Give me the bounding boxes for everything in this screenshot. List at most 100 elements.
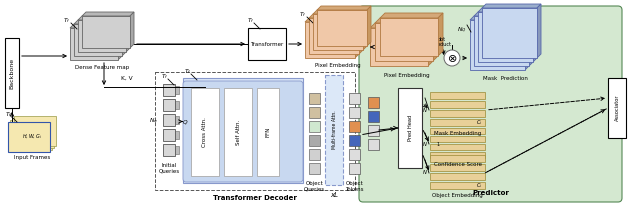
Text: 1: 1 <box>436 141 440 146</box>
Bar <box>163 84 175 96</box>
Polygon shape <box>355 18 359 58</box>
Polygon shape <box>470 16 529 20</box>
Text: Pred Head: Pred Head <box>408 115 413 141</box>
Bar <box>8 122 50 152</box>
Bar <box>70 28 118 60</box>
Text: $H/4,W/4,C_g$: $H/4,W/4,C_g$ <box>324 36 352 45</box>
Polygon shape <box>363 10 367 50</box>
Text: Input Frames: Input Frames <box>14 156 50 161</box>
Bar <box>430 152 485 158</box>
Text: N: N <box>423 108 427 113</box>
Text: $T_f$: $T_f$ <box>247 17 255 25</box>
Polygon shape <box>367 6 371 46</box>
Text: Object Embedding: Object Embedding <box>432 193 483 198</box>
Text: Object
Tokens: Object Tokens <box>345 181 364 192</box>
Polygon shape <box>74 20 126 24</box>
Polygon shape <box>305 18 359 22</box>
Text: Object
Queries: Object Queries <box>304 181 325 192</box>
Bar <box>349 135 360 146</box>
Bar <box>370 28 428 66</box>
Bar <box>309 107 320 118</box>
Bar <box>430 128 485 134</box>
Bar <box>175 101 179 109</box>
Bar <box>368 97 379 108</box>
Bar <box>430 173 485 180</box>
Bar <box>380 18 438 56</box>
Text: $H/S,W/S,G_F$: $H/S,W/S,G_F$ <box>88 40 116 48</box>
Polygon shape <box>525 16 529 70</box>
Text: $C_i$: $C_i$ <box>476 118 482 127</box>
Text: Transformer: Transformer <box>250 42 284 47</box>
Text: $T_f$: $T_f$ <box>161 73 169 82</box>
Bar <box>375 23 433 61</box>
Bar <box>478 12 533 62</box>
Bar <box>305 22 355 58</box>
Text: Self Attn.: Self Attn. <box>236 119 241 145</box>
Polygon shape <box>438 13 443 56</box>
Polygon shape <box>359 14 363 54</box>
Text: $T_f$: $T_f$ <box>5 110 13 119</box>
Text: Confidence Score: Confidence Score <box>433 162 481 167</box>
Bar <box>430 144 485 150</box>
Polygon shape <box>537 4 541 58</box>
Bar <box>430 119 485 126</box>
FancyBboxPatch shape <box>359 6 622 202</box>
Bar <box>309 93 320 104</box>
Text: Mask  Prediction: Mask Prediction <box>483 77 528 82</box>
Polygon shape <box>78 16 130 20</box>
Bar <box>183 78 303 183</box>
Text: $T_f$: $T_f$ <box>300 11 307 20</box>
Text: Initial
Queries: Initial Queries <box>159 163 180 174</box>
Text: Associator: Associator <box>614 95 620 121</box>
Text: Pixel Embedding: Pixel Embedding <box>315 63 361 68</box>
Bar <box>430 110 485 117</box>
Bar <box>430 182 485 189</box>
Bar <box>12 118 54 148</box>
Polygon shape <box>130 12 134 48</box>
Polygon shape <box>122 20 126 56</box>
Text: $\otimes$: $\otimes$ <box>447 52 457 63</box>
Bar <box>430 155 485 162</box>
Polygon shape <box>70 24 122 28</box>
Bar <box>163 144 175 156</box>
Text: xL: xL <box>330 192 338 198</box>
Bar <box>398 88 422 168</box>
Bar <box>430 164 485 171</box>
Bar <box>482 8 537 58</box>
Text: $C_i$: $C_i$ <box>476 181 482 190</box>
Bar <box>430 136 485 142</box>
Text: N: N <box>423 171 427 176</box>
Bar <box>191 88 219 176</box>
Bar <box>175 116 179 124</box>
Polygon shape <box>428 23 433 66</box>
Bar <box>474 16 529 66</box>
Text: $N_q$: $N_q$ <box>148 116 157 127</box>
Bar <box>317 10 367 46</box>
Bar <box>349 163 360 174</box>
Bar <box>309 163 320 174</box>
Text: FFN: FFN <box>266 127 271 137</box>
Text: Pixel Embedding: Pixel Embedding <box>384 73 429 78</box>
Text: Predictor: Predictor <box>472 190 509 196</box>
Polygon shape <box>375 18 438 23</box>
Bar <box>470 20 525 70</box>
Bar <box>257 88 279 176</box>
Polygon shape <box>309 14 363 18</box>
Bar <box>313 14 363 50</box>
Bar <box>368 125 379 136</box>
Bar <box>74 24 122 56</box>
Text: Backbone: Backbone <box>10 57 15 89</box>
Bar <box>309 149 320 160</box>
Text: $N_Q$: $N_Q$ <box>457 25 467 35</box>
Bar <box>82 16 130 48</box>
Bar <box>78 20 126 52</box>
Polygon shape <box>82 12 134 16</box>
Bar <box>368 111 379 122</box>
Bar <box>349 121 360 132</box>
Polygon shape <box>313 10 367 14</box>
Text: $H/4,W/4$: $H/4,W/4$ <box>495 42 516 48</box>
Text: Transformer Decoder: Transformer Decoder <box>213 195 297 201</box>
Bar <box>309 18 359 54</box>
Bar <box>309 121 320 132</box>
Text: Multi-frame Attn.: Multi-frame Attn. <box>332 111 337 149</box>
